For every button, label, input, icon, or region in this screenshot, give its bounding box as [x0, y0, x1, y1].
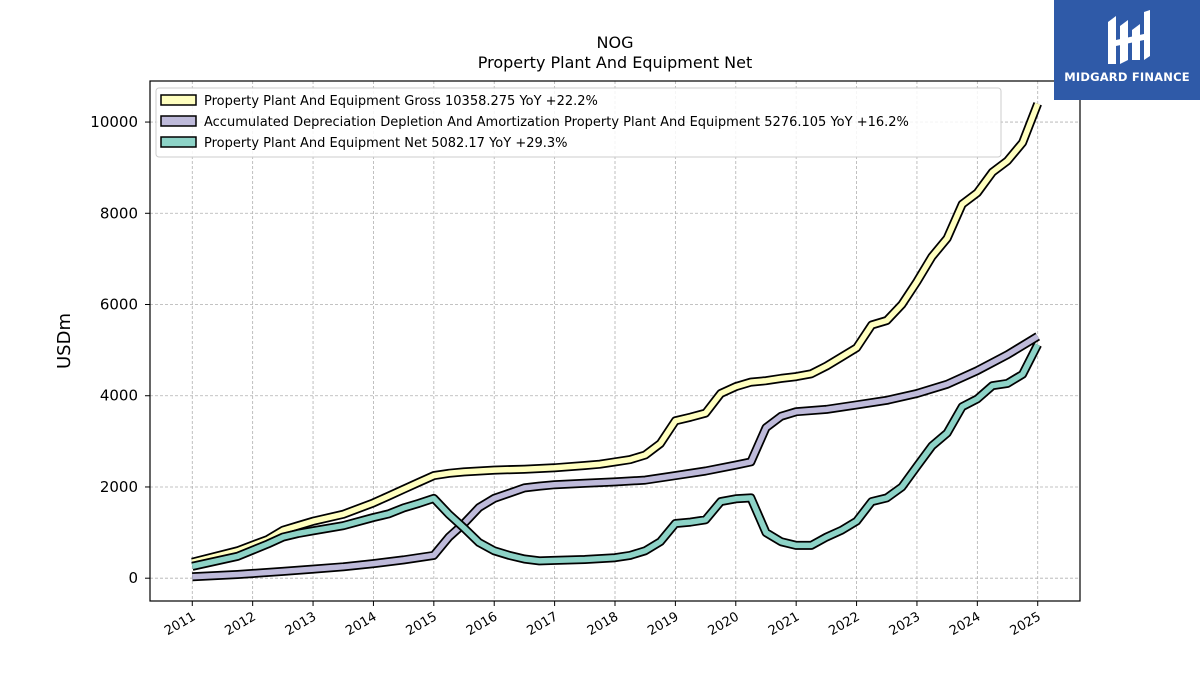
y-tick-label: 6000	[100, 296, 138, 314]
legend-item: Property Plant And Equipment Gross 10358…	[160, 94, 598, 109]
y-tick-label: 4000	[100, 387, 138, 405]
legend-label: Accumulated Depreciation Depletion And A…	[204, 115, 909, 130]
x-ticks: 2011 2012 2013 2014 2015 2016 2017 2018 2019 2020…	[162, 601, 1044, 639]
x-tick-label: 2015	[404, 609, 440, 639]
series-group	[191, 102, 1042, 582]
legend-label: Property Plant And Equipment Gross 10358…	[204, 94, 598, 109]
legend-box	[155, 87, 1002, 158]
legend-swatch	[160, 115, 197, 127]
x-tick-label: 2024	[947, 609, 983, 639]
legend-item: Accumulated Depreciation Depletion And A…	[160, 115, 909, 130]
y-axis-label: USDm	[54, 313, 75, 369]
x-tick-label: 2017	[524, 609, 560, 639]
x-tick-label: 2011	[162, 609, 198, 639]
x-tick-label: 2014	[343, 609, 379, 639]
x-tick-label: 2025	[1008, 609, 1044, 639]
series-line-stroke	[192, 334, 1040, 580]
x-tick-label: 2022	[826, 609, 862, 639]
series-line-stroke	[191, 343, 1041, 569]
y-tick-label: 8000	[100, 204, 138, 222]
legend-label: Property Plant And Equipment Net 5082.17…	[204, 136, 568, 151]
series-line-3	[191, 342, 1042, 571]
brand-name: MIDGARD FINANCE	[1064, 70, 1190, 84]
legend-swatch	[160, 94, 197, 106]
chart-subtitle: Property Plant And Equipment Net	[478, 53, 753, 72]
series-line-1	[191, 102, 1042, 567]
x-tick-label: 2019	[645, 609, 681, 639]
legend-swatch	[160, 136, 197, 148]
legend: Property Plant And Equipment Gross 10358…	[155, 87, 1002, 158]
y-ticks: 0 2000 4000 6000 8000 10000	[90, 113, 150, 587]
x-tick-label: 2013	[283, 609, 319, 639]
y-tick-label: 2000	[100, 478, 138, 496]
chart-title: NOG	[597, 33, 634, 52]
series-line-stroke	[191, 102, 1041, 565]
x-tick-label: 2021	[766, 609, 802, 639]
brand-mark-icon	[1108, 10, 1150, 64]
grid	[150, 81, 1080, 601]
x-tick-label: 2023	[887, 609, 923, 639]
x-tick-label: 2018	[585, 609, 621, 639]
x-tick-label: 2020	[706, 609, 742, 639]
x-tick-label: 2012	[223, 609, 259, 639]
legend-item: Property Plant And Equipment Net 5082.17…	[160, 136, 568, 151]
brand-logo: MIDGARD FINANCE	[1054, 0, 1200, 100]
series-line-2	[192, 332, 1041, 582]
y-tick-label: 0	[128, 569, 138, 587]
x-tick-label: 2016	[464, 609, 500, 639]
y-tick-label: 10000	[90, 113, 138, 131]
